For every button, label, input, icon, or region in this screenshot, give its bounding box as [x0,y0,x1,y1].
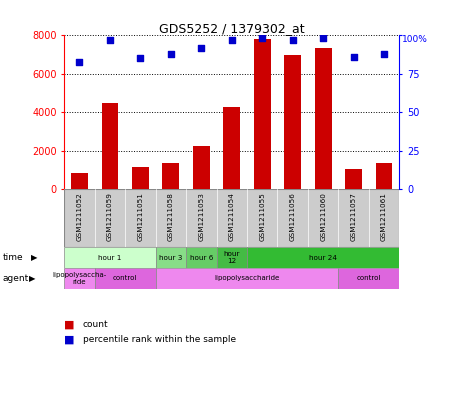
Text: ■: ■ [64,335,75,345]
Bar [284,55,301,189]
Bar [162,163,179,189]
Text: control: control [113,275,137,281]
Bar [345,169,362,189]
Text: lipopolysaccharide: lipopolysaccharide [214,275,280,281]
Point [350,54,357,60]
Point [76,59,83,65]
Bar [217,247,247,268]
Text: control: control [357,275,381,281]
Text: 100%: 100% [402,35,428,44]
Text: ■: ■ [64,319,75,329]
Text: GSM1211052: GSM1211052 [77,192,83,241]
Text: percentile rank within the sample: percentile rank within the sample [83,336,236,344]
Text: GSM1211057: GSM1211057 [351,192,357,241]
Text: GSM1211060: GSM1211060 [320,192,326,241]
Text: hour
12: hour 12 [224,251,240,264]
Bar [224,107,240,189]
Text: lipopolysaccha-
ride: lipopolysaccha- ride [52,272,106,285]
Point [106,37,114,43]
Point [289,37,297,43]
Point [198,44,205,51]
Bar [64,247,156,268]
Text: GSM1211056: GSM1211056 [290,192,296,241]
Bar [132,167,149,189]
Text: hour 24: hour 24 [309,255,337,261]
Text: GSM1211059: GSM1211059 [107,192,113,241]
Text: GSM1211051: GSM1211051 [137,192,143,241]
Bar [186,247,217,268]
Text: count: count [83,320,108,329]
Point [228,37,235,43]
Bar [376,163,392,189]
Point [167,51,174,57]
Point [137,55,144,62]
Bar [95,268,156,289]
Text: agent: agent [2,274,28,283]
Text: ▶: ▶ [31,253,38,262]
Bar [156,268,338,289]
Bar [247,247,399,268]
Text: hour 6: hour 6 [190,255,213,261]
Title: GDS5252 / 1379302_at: GDS5252 / 1379302_at [159,22,305,35]
Text: hour 3: hour 3 [159,255,183,261]
Text: GSM1211055: GSM1211055 [259,192,265,241]
Text: GSM1211053: GSM1211053 [198,192,204,241]
Bar [156,247,186,268]
Text: GSM1211058: GSM1211058 [168,192,174,241]
Bar [254,39,271,189]
Text: GSM1211061: GSM1211061 [381,192,387,241]
Point [319,35,327,42]
Bar [193,146,210,189]
Text: ▶: ▶ [29,274,35,283]
Text: hour 1: hour 1 [98,255,122,261]
Bar [315,48,331,189]
Point [258,35,266,42]
Bar [64,268,95,289]
Text: time: time [2,253,23,262]
Text: GSM1211054: GSM1211054 [229,192,235,241]
Bar [71,173,88,189]
Bar [101,103,118,189]
Point [381,51,388,57]
Bar [338,268,399,289]
